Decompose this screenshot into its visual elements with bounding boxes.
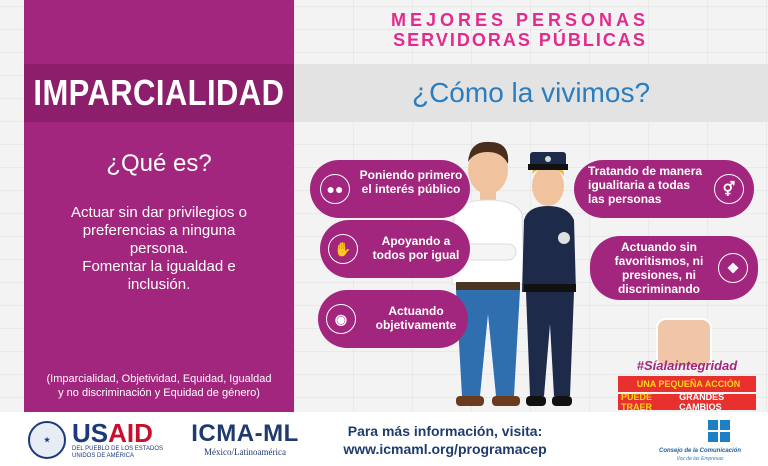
eye-icon: ◉: [326, 304, 356, 334]
question-heading: ¿Qué es?: [106, 150, 212, 177]
consejo-tagline: Voz de las Empresas: [676, 456, 724, 462]
usaid-logo: ★ USAID DEL PUEBLO DE LOS ESTADOS UNIDOS…: [28, 420, 182, 460]
pill-line: Poniendo primero: [359, 168, 463, 182]
usaid-subtitle: DEL PUEBLO DE LOS ESTADOS UNIDOS DE AMÉR…: [72, 446, 164, 459]
hand-gesture-icon: [656, 318, 712, 368]
more-info-label: Para más información, visita:: [347, 423, 543, 439]
pill-line: Tratando de manera: [588, 164, 703, 178]
pill-line: favoritismos, ni: [614, 254, 704, 268]
pill-equal-treatment: ⚥ Tratando de manera igualitaria a todas…: [574, 160, 754, 218]
pill-line: presiones, ni: [621, 268, 697, 282]
campaign-heading: MEJORES PERSONAS SERVIDORAS PÚBLICAS: [390, 10, 650, 50]
people-illustration: [451, 141, 576, 406]
pill-text: Poniendo primero el interés público: [356, 168, 466, 196]
pill-line: discriminando: [617, 282, 700, 296]
footer: [0, 412, 768, 466]
definition-line: preferencias a ninguna: [82, 222, 236, 239]
values-note-line: y no discriminación y Equidad de género): [58, 387, 260, 399]
consejo-name: Consejo de la Comunicación: [658, 448, 741, 454]
man-figure: [451, 141, 525, 406]
pill-line: todos por igual: [372, 248, 460, 262]
gender-equality-icon: ⚥: [714, 174, 744, 204]
pill-text: Apoyando a todos por igual: [366, 234, 466, 262]
police-figure: [522, 152, 576, 406]
page-title: IMPARCIALIDAD: [33, 72, 285, 113]
pill-objectively: ◉ Actuando objetivamente: [318, 290, 468, 348]
more-info: Para más información, visita: www.icmaml…: [330, 422, 560, 458]
usaid-us: US: [72, 418, 109, 448]
pill-line: Actuando sin: [620, 240, 697, 254]
usaid-text: USAID DEL PUEBLO DE LOS ESTADOS UNIDOS D…: [72, 420, 182, 460]
slogan-text: PUEDE TRAER: [621, 392, 653, 412]
pill-support-everyone: ✋ Apoyando a todos por igual: [320, 220, 470, 278]
pill-line: el interés público: [361, 182, 461, 196]
title-bar: IMPARCIALIDAD: [24, 64, 294, 122]
definition-line: persona.: [129, 240, 189, 257]
hashtag: #Síalaintegridad: [636, 358, 738, 373]
ear-icon: ❖: [718, 253, 748, 283]
usaid-aid: AID: [108, 418, 153, 448]
pill-line: Actuando: [388, 304, 444, 318]
values-note-line: (Imparcialidad, Objetividad, Equidad, Ig…: [46, 373, 272, 385]
slogan-banner-1: UNA PEQUEÑA ACCIÓN: [618, 376, 756, 392]
slogan-text: UNA PEQUEÑA ACCIÓN: [636, 379, 741, 389]
pill-text: Actuando objetivamente: [370, 304, 462, 332]
definition-line: Actuar sin dar privilegios o: [71, 204, 247, 221]
more-info-link[interactable]: www.icmaml.org/programacep: [343, 441, 547, 457]
definition: Actuar sin dar privilegios o preferencia…: [24, 204, 294, 294]
how-we-live-bar: ¿Cómo la vivimos?: [294, 64, 768, 122]
pill-line: las personas: [588, 192, 662, 206]
pill-public-interest: ●● Poniendo primero el interés público: [310, 160, 470, 218]
usaid-wordmark: USAID: [72, 420, 182, 446]
icma-title: ICMA-ML: [191, 420, 299, 447]
how-we-live-heading: ¿Cómo la vivimos?: [411, 77, 651, 108]
pill-text: Actuando sin favoritismos, ni presiones,…: [604, 240, 714, 296]
definition-line: inclusión.: [127, 276, 191, 293]
consejo-mark-icon: [708, 420, 732, 444]
pill-line: igualitaria a todas: [588, 178, 691, 192]
slogan-text-highlight: GRANDES CAMBIOS: [679, 392, 725, 412]
pill-line: Apoyando a: [381, 234, 451, 248]
icma-subtitle: México/Latinoamérica: [204, 447, 286, 457]
campaign-heading-line2: SERVIDORAS PÚBLICAS: [393, 30, 647, 50]
pill-no-favoritism: ❖ Actuando sin favoritismos, ni presione…: [590, 236, 758, 300]
campaign-heading-line1: MEJORES PERSONAS: [390, 10, 650, 30]
pill-line: objetivamente: [375, 318, 457, 332]
pill-text: Tratando de manera igualitaria a todas l…: [588, 164, 718, 206]
definition-line: Fomentar la igualdad e: [82, 258, 236, 275]
usaid-seal-icon: ★: [28, 421, 66, 459]
values-note: (Imparcialidad, Objetividad, Equidad, Ig…: [24, 372, 294, 400]
group-icon: ●●: [320, 174, 350, 204]
slogan-banner-2: PUEDE TRAER GRANDES CAMBIOS: [618, 392, 756, 412]
helping-hand-icon: ✋: [328, 234, 358, 264]
icma-logo: ICMA-ML México/Latinoamérica: [180, 422, 310, 458]
